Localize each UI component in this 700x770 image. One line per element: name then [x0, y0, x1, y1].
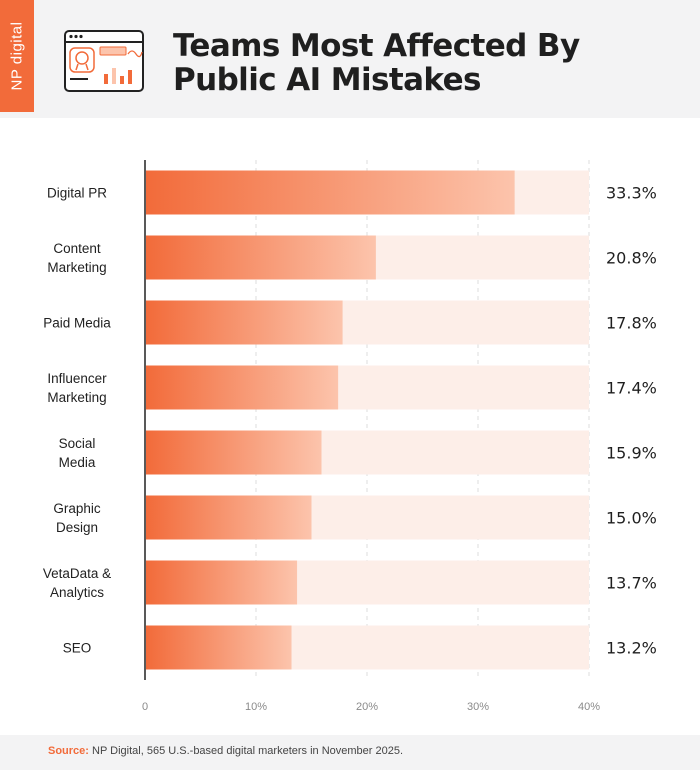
bar	[146, 560, 298, 605]
category-label: Paid Media	[43, 316, 111, 331]
source-label: Source:	[48, 745, 89, 757]
x-tick-label: 20%	[356, 701, 378, 713]
x-tick-label: 0	[142, 701, 148, 713]
x-tick-label: 40%	[578, 701, 600, 713]
dashboard-illustration-icon	[64, 30, 144, 92]
category-label: Digital PR	[47, 186, 107, 201]
category-label: VetaData & Analytics	[43, 566, 111, 600]
bar	[146, 625, 292, 670]
header: NP digital Teams Most Affected By Public…	[0, 0, 700, 118]
bar	[146, 300, 343, 345]
bar-chart: 33.3% Digital PR 20.8% Content Marketing 17.8…	[43, 160, 657, 713]
footer: Source: NP Digital, 565 U.S.-based digit…	[0, 735, 700, 770]
np-digital-logo: NP digital	[0, 0, 34, 112]
value-label: 20.8%	[606, 249, 657, 268]
source-note: Source: NP Digital, 565 U.S.-based digit…	[48, 745, 403, 757]
x-tick-label: 10%	[245, 701, 267, 713]
value-label: 17.4%	[606, 379, 657, 398]
x-tick-label: 30%	[467, 701, 489, 713]
chart-title: Teams Most Affected By Public AI Mistake…	[173, 28, 580, 98]
category-label: Content Marketing	[47, 241, 106, 275]
category-label: Social Media	[59, 436, 96, 470]
bar	[146, 235, 376, 280]
bar	[146, 430, 322, 475]
value-label: 15.9%	[606, 444, 657, 463]
value-label: 13.7%	[606, 574, 657, 593]
value-label: 33.3%	[606, 184, 657, 203]
source-text: NP Digital, 565 U.S.-based digital marke…	[92, 745, 404, 757]
category-label: SEO	[63, 641, 92, 656]
value-label: 17.8%	[606, 314, 657, 333]
bar	[146, 495, 312, 540]
logo-text: NP digital	[8, 21, 26, 91]
bar	[146, 170, 515, 215]
value-label: 15.0%	[606, 509, 657, 528]
category-label: Influencer Marketing	[47, 371, 107, 405]
category-label: Graphic Design	[53, 501, 101, 535]
value-label: 13.2%	[606, 639, 657, 658]
bar	[146, 365, 339, 410]
